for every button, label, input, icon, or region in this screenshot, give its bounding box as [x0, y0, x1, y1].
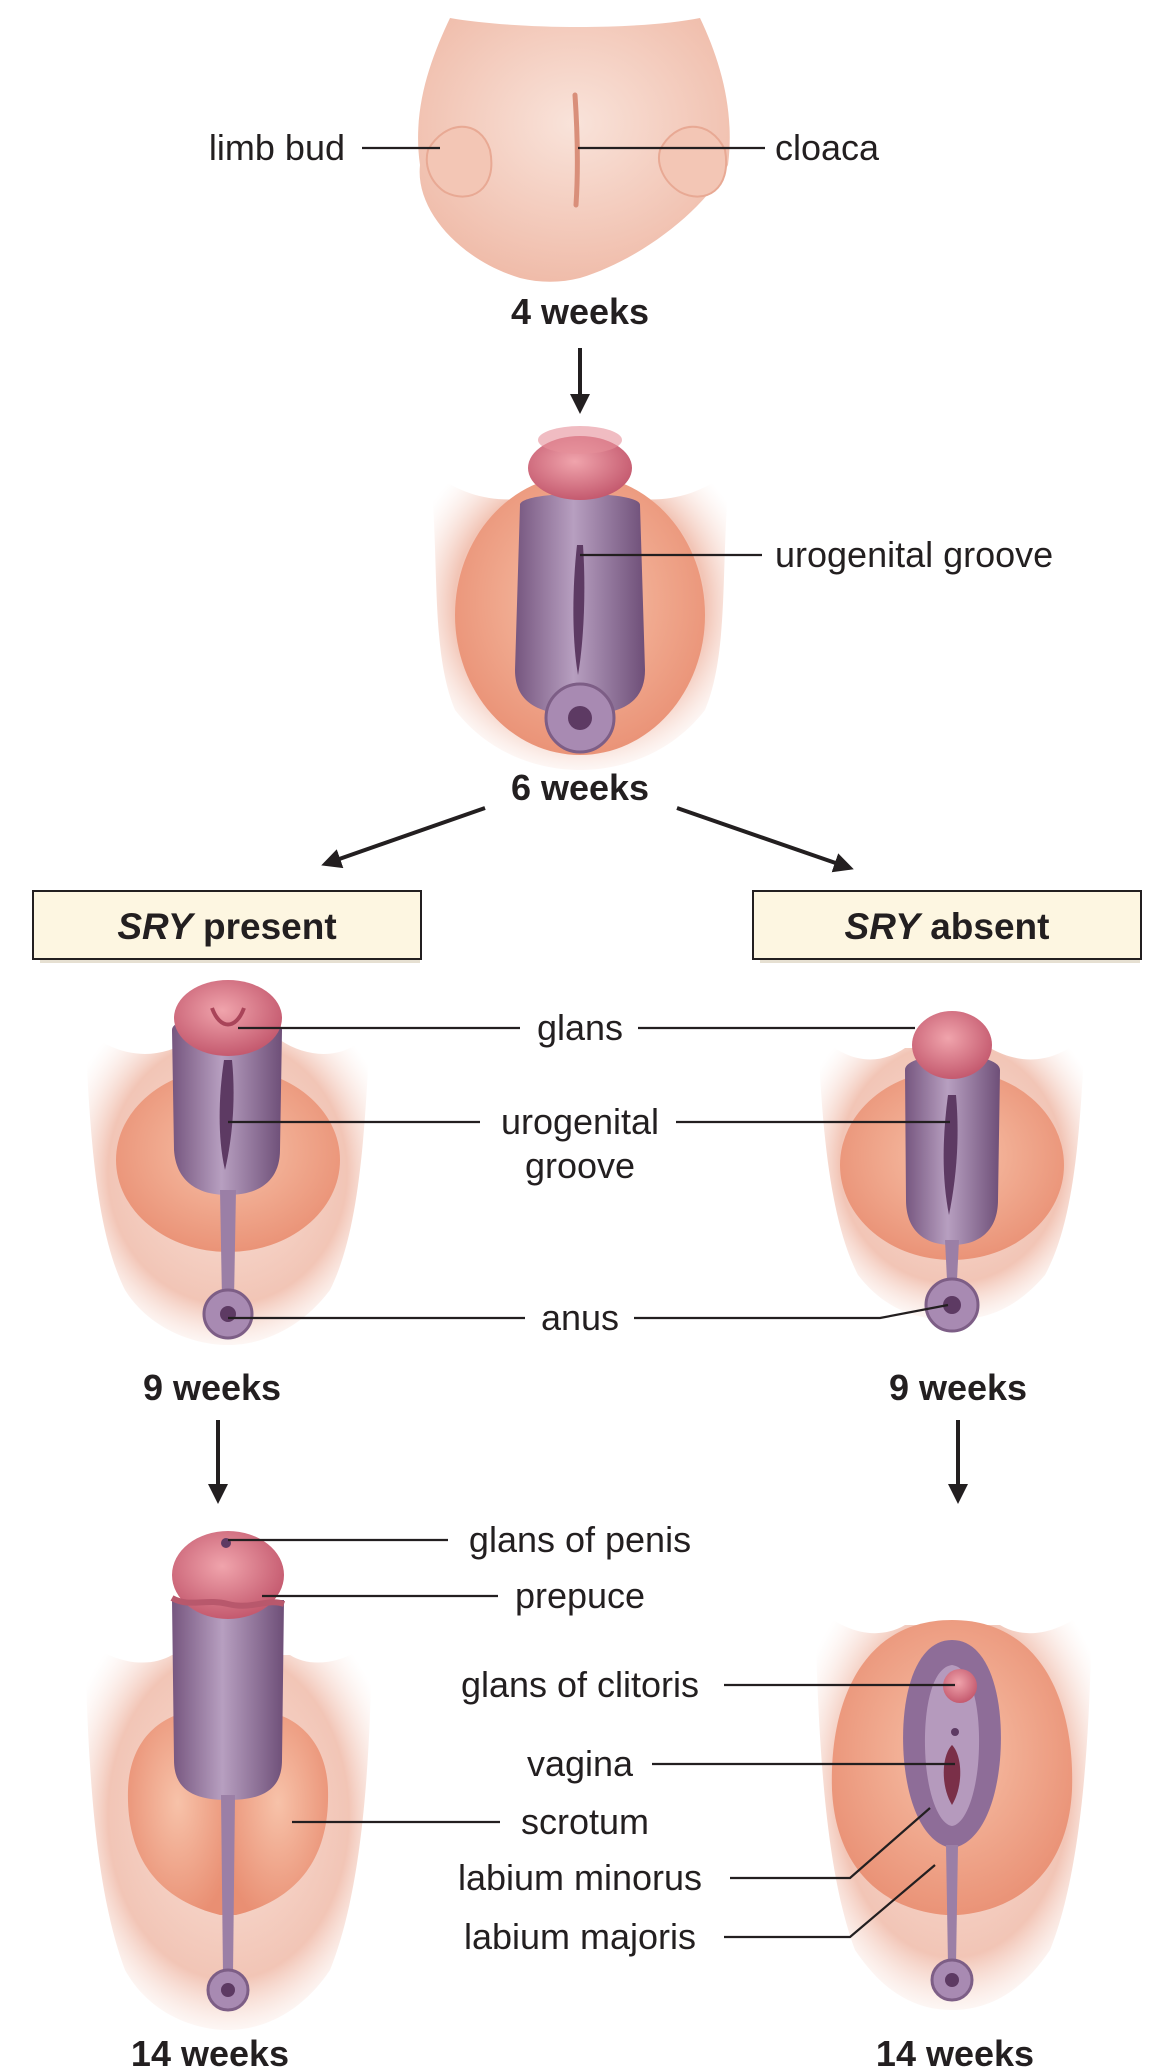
label-limb-bud: limb bud	[209, 127, 345, 168]
sry-present-state: present	[203, 906, 337, 947]
stage-14-weeks-right: 14 weeks	[876, 2033, 1034, 2069]
svg-text:SRY present: SRY present	[117, 906, 336, 947]
label-scrotum: scrotum	[521, 1801, 649, 1842]
label-labium-majoris: labium majoris	[464, 1916, 696, 1957]
stage-14-weeks-left: 14 weeks	[131, 2033, 289, 2069]
sry-present-gene: SRY	[117, 906, 196, 947]
label-glans-of-clitoris: glans of clitoris	[461, 1664, 699, 1705]
label-prepuce: prepuce	[515, 1575, 645, 1616]
illustration-9-weeks-female	[818, 1011, 1085, 1333]
illustration-9-weeks-male	[85, 980, 370, 1345]
illustration-14-weeks-female	[815, 1605, 1092, 2010]
illustration-4-weeks	[418, 18, 730, 282]
stage-6-weeks: 6 weeks	[511, 767, 649, 808]
label-glans-of-penis: glans of penis	[469, 1519, 691, 1560]
arrow-6-to-present	[321, 806, 486, 869]
svg-text:SRY absent: SRY absent	[845, 906, 1050, 947]
illustration-14-weeks-male	[85, 1531, 372, 2030]
sry-absent-gene: SRY	[845, 906, 924, 947]
box-sry-present: SRY present	[32, 890, 422, 963]
box-sry-absent: SRY absent	[752, 890, 1142, 963]
sry-absent-state: absent	[930, 906, 1049, 947]
label-glans: glans	[537, 1007, 623, 1048]
stage-9-weeks-left: 9 weeks	[143, 1367, 281, 1408]
stage-9-weeks-right: 9 weeks	[889, 1367, 1027, 1408]
label-urogenital-groove-9-line1: urogenital	[501, 1101, 659, 1142]
illustration-6-weeks	[430, 426, 730, 770]
label-labium-minorus: labium minorus	[458, 1857, 702, 1898]
stage-4-weeks: 4 weeks	[511, 291, 649, 332]
label-anus: anus	[541, 1297, 619, 1338]
label-vagina: vagina	[527, 1743, 634, 1784]
label-urogenital-groove-6-weeks: urogenital groove	[775, 534, 1053, 575]
label-cloaca: cloaca	[775, 127, 880, 168]
label-urogenital-groove-9-line2: groove	[525, 1145, 635, 1186]
arrow-6-to-absent	[676, 806, 854, 873]
